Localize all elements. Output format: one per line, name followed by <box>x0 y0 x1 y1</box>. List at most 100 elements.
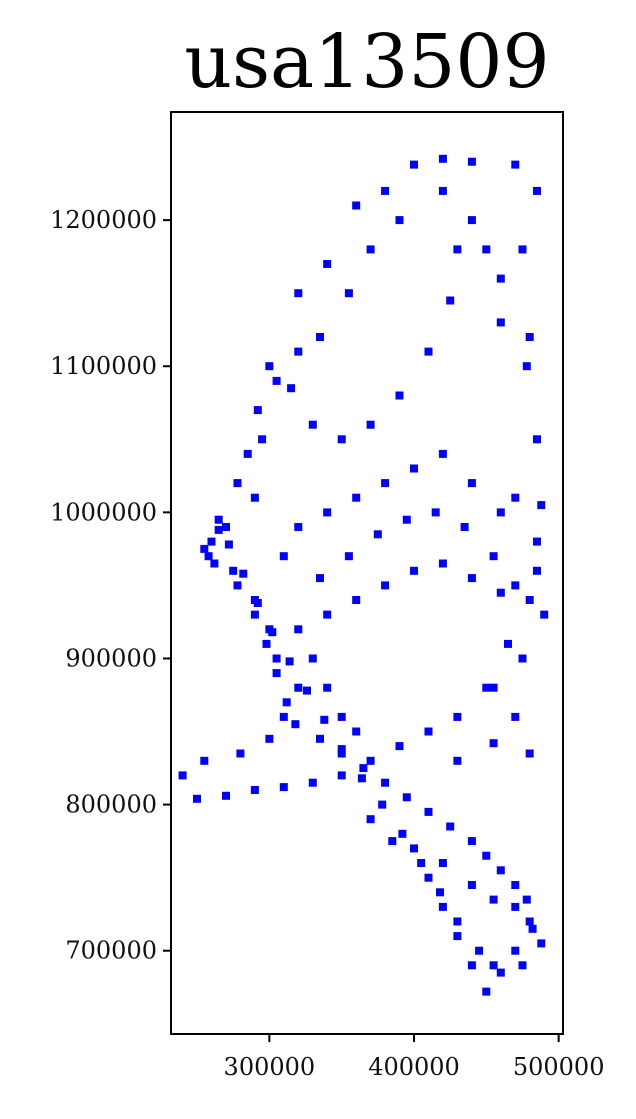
scatter-point <box>496 866 505 875</box>
scatter-point <box>294 347 303 356</box>
scatter-point <box>511 712 520 721</box>
chart-title: usa13509 <box>184 19 549 105</box>
scatter-point <box>222 523 230 531</box>
scatter-point <box>511 160 520 169</box>
scatter-point <box>294 523 303 531</box>
scatter-point <box>395 391 404 400</box>
scatter-point <box>323 610 332 619</box>
scatter-point <box>438 902 447 911</box>
scatter-point <box>303 686 311 695</box>
scatter-point <box>381 778 390 787</box>
scatter-point <box>224 540 233 549</box>
scatter-point <box>316 734 324 743</box>
scatter-point <box>436 888 444 897</box>
scatter-point <box>214 525 223 534</box>
scatter-point <box>496 318 505 327</box>
scatter-point <box>537 501 546 510</box>
scatter-point <box>424 347 433 356</box>
y-tick-label: 1100000 <box>50 352 157 380</box>
scatter-point <box>316 333 324 341</box>
scatter-point <box>366 420 375 429</box>
scatter-point <box>214 515 223 524</box>
scatter-point <box>357 774 366 783</box>
scatter-point <box>388 837 397 846</box>
scatter-point <box>285 657 294 666</box>
scatter-point <box>438 559 447 568</box>
scatter-point <box>337 745 346 754</box>
scatter-point <box>337 771 346 780</box>
scatter-point <box>518 245 527 254</box>
scatter-point <box>243 449 252 458</box>
scatter-point <box>381 479 390 488</box>
scatter-point <box>287 384 296 393</box>
scatter-point <box>467 961 476 970</box>
x-axis: 300000 400000 500000 <box>224 1034 605 1081</box>
scatter-point <box>272 654 281 663</box>
y-tick-label: 1000000 <box>50 498 157 526</box>
scatter-point <box>279 552 288 561</box>
scatter-point <box>453 712 462 721</box>
scatter-point <box>258 435 267 444</box>
scatter-point <box>204 552 213 561</box>
scatter-point <box>453 245 462 254</box>
scatter-point <box>402 515 411 524</box>
scatter-point <box>467 837 476 846</box>
scatter-point <box>250 610 259 619</box>
scatter-point <box>207 537 216 546</box>
scatter-point <box>533 537 541 546</box>
scatter-point <box>525 333 534 341</box>
scatter-point <box>352 493 361 502</box>
scatter-point <box>366 815 375 824</box>
x-tick-label: 500000 <box>513 1053 605 1081</box>
scatter-point <box>438 449 447 458</box>
scatter-point <box>320 715 329 724</box>
scatter-point <box>446 296 455 305</box>
scatter-point <box>381 581 390 590</box>
scatter-point <box>511 493 520 502</box>
scatter-point <box>359 764 368 773</box>
scatter-point <box>352 596 361 604</box>
scatter-point <box>398 829 407 838</box>
scatter-point <box>279 783 288 792</box>
scatter-point <box>229 566 238 575</box>
scatter-point <box>210 559 219 568</box>
scatter-point <box>438 154 447 163</box>
scatter-point <box>323 508 332 517</box>
scatter-point <box>193 794 201 803</box>
scatter-point <box>467 157 476 166</box>
scatter-point <box>431 508 440 517</box>
scatter-point <box>250 786 259 794</box>
scatter-point <box>337 749 346 758</box>
scatter-point <box>467 574 476 583</box>
scatter-point <box>178 771 187 780</box>
y-axis: 700000 800000 900000 1000000 1100000 1200000 <box>50 206 171 965</box>
scatter-point <box>253 406 262 415</box>
scatter-point <box>308 654 317 663</box>
x-tick-label: 400000 <box>368 1053 460 1081</box>
scatter-point <box>528 924 537 933</box>
scatter-point <box>265 362 274 371</box>
scatter-point <box>424 727 433 736</box>
scatter-point <box>533 566 541 575</box>
scatter-point <box>482 683 491 692</box>
scatter-point <box>489 683 498 692</box>
scatter-point <box>511 881 520 889</box>
scatter-point <box>268 628 277 637</box>
scatter-point <box>482 851 491 860</box>
x-tick-label: 300000 <box>224 1053 316 1081</box>
scatter-point <box>262 639 271 648</box>
scatter-point <box>496 508 505 517</box>
scatter-point <box>438 186 447 195</box>
scatter-point <box>467 216 476 225</box>
scatter-point <box>467 479 476 488</box>
scatter-point <box>381 186 390 195</box>
scatter-point <box>453 917 462 926</box>
scatter-point <box>308 420 317 429</box>
y-tick-label: 1200000 <box>50 206 157 234</box>
scatter-point <box>352 727 361 736</box>
scatter-point <box>511 902 520 911</box>
scatter-point <box>482 245 491 254</box>
scatter-point <box>200 544 209 553</box>
scatter-point <box>316 574 324 583</box>
